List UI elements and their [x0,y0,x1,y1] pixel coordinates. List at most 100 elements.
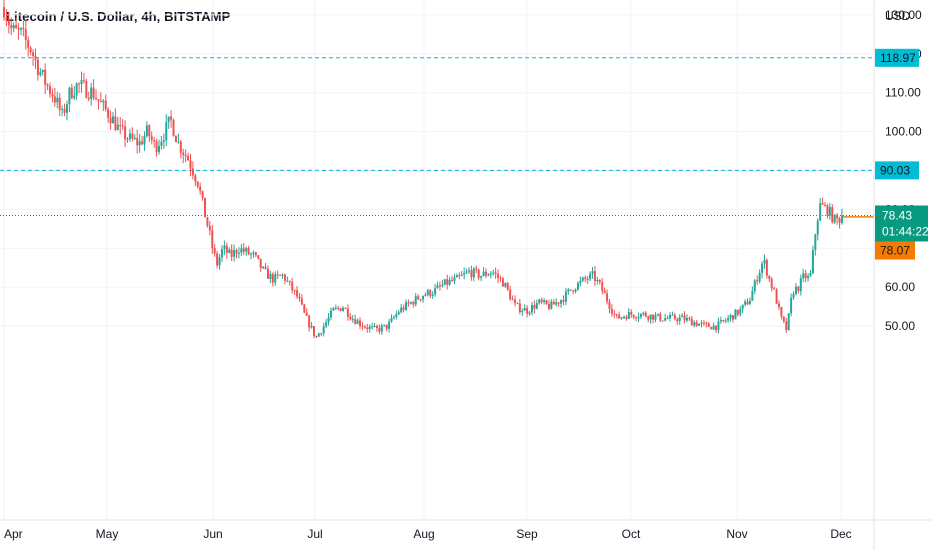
candle-body [51,93,54,97]
candle-body [627,311,630,319]
candle-body [741,304,744,310]
candle-body [199,186,202,192]
candle-body [95,97,98,100]
candle-body [223,245,226,250]
candle-body [262,266,265,269]
candle-body [603,290,606,294]
candle-body [259,258,262,269]
candle-body [601,282,604,291]
candle-body [821,203,824,205]
candle-body [12,25,15,29]
candle-body [126,138,129,140]
time-tick-label: Jun [203,527,222,541]
candle-body [678,317,681,322]
candle-body [472,268,475,278]
candle-body [826,205,829,216]
candle-body [269,274,272,279]
candle-body [654,315,657,320]
candle-body [504,283,507,287]
candle-body [271,274,274,283]
candle-body [441,284,444,287]
candle-body [702,322,705,324]
candle-body [579,280,582,283]
candle-body [804,273,807,279]
candle-body [196,181,199,187]
candle-body [17,28,20,30]
candle-body [291,281,294,291]
candle-body [5,17,8,21]
candle-body [187,156,190,161]
candle-body [501,278,504,287]
candle-body [220,249,223,258]
candle-body [824,204,827,206]
candle-body [688,318,691,320]
candle-body [794,286,797,295]
candle-body [15,25,18,29]
candle-body [172,119,175,136]
candle-body [652,314,655,320]
candle-body [557,302,560,304]
candle-body [242,248,245,252]
candle-body [216,253,219,266]
candle-body [528,312,531,314]
candle-body [458,275,461,277]
candle-body [683,315,686,321]
level-tag-label: 90.03 [880,163,910,177]
candle-body [426,290,429,295]
candle-body [748,300,751,305]
candle-body [828,207,831,216]
candle-body [593,271,596,281]
level-tag [875,48,919,67]
candle-body [778,303,780,308]
candle-body [97,99,100,101]
candle-body [407,302,410,304]
candle-body [499,277,502,279]
time-axis[interactable]: Apr May Jun Jul Aug Sep Oct Nov Dec [4,527,852,541]
candle-body [10,25,13,29]
candle-body [773,288,776,290]
candle-body [567,289,570,292]
time-tick-label: Dec [830,527,851,541]
candle-body [58,97,61,110]
candle-body [397,312,400,315]
candle-body [715,325,718,330]
candle-body [230,249,233,257]
candle-body [390,317,393,322]
current-price-tag [875,205,928,242]
candle-body [133,137,136,139]
candle-body [266,268,269,279]
candle-body [274,274,277,283]
candle-body [233,250,236,257]
orange-tag-value: 78.07 [880,244,910,258]
candle-body [802,273,805,279]
candle-body [87,97,90,100]
candle-body [535,303,538,309]
candle-body [707,323,710,328]
candle-body [90,87,93,100]
candle-body [666,318,669,320]
candle-body [625,316,628,319]
level-tag [875,161,919,180]
candle-body [591,271,594,274]
candle-body [36,59,39,75]
candle-body [136,137,139,146]
candle-body [141,141,144,145]
candle-body [252,252,255,254]
candle-body [373,325,376,327]
candle-body [434,288,437,295]
candle-body [322,326,325,334]
time-tick-label: Jul [307,527,322,541]
candle-body [308,315,311,328]
candle-body [480,276,483,278]
candle-body [170,116,173,120]
candle-body [637,317,640,319]
candle-body [235,250,238,254]
candle-body [92,87,95,98]
candle-body [368,326,371,329]
candle-body [521,310,524,313]
candle-body [63,108,66,113]
candle-body [296,290,299,297]
candle-body [182,152,185,155]
